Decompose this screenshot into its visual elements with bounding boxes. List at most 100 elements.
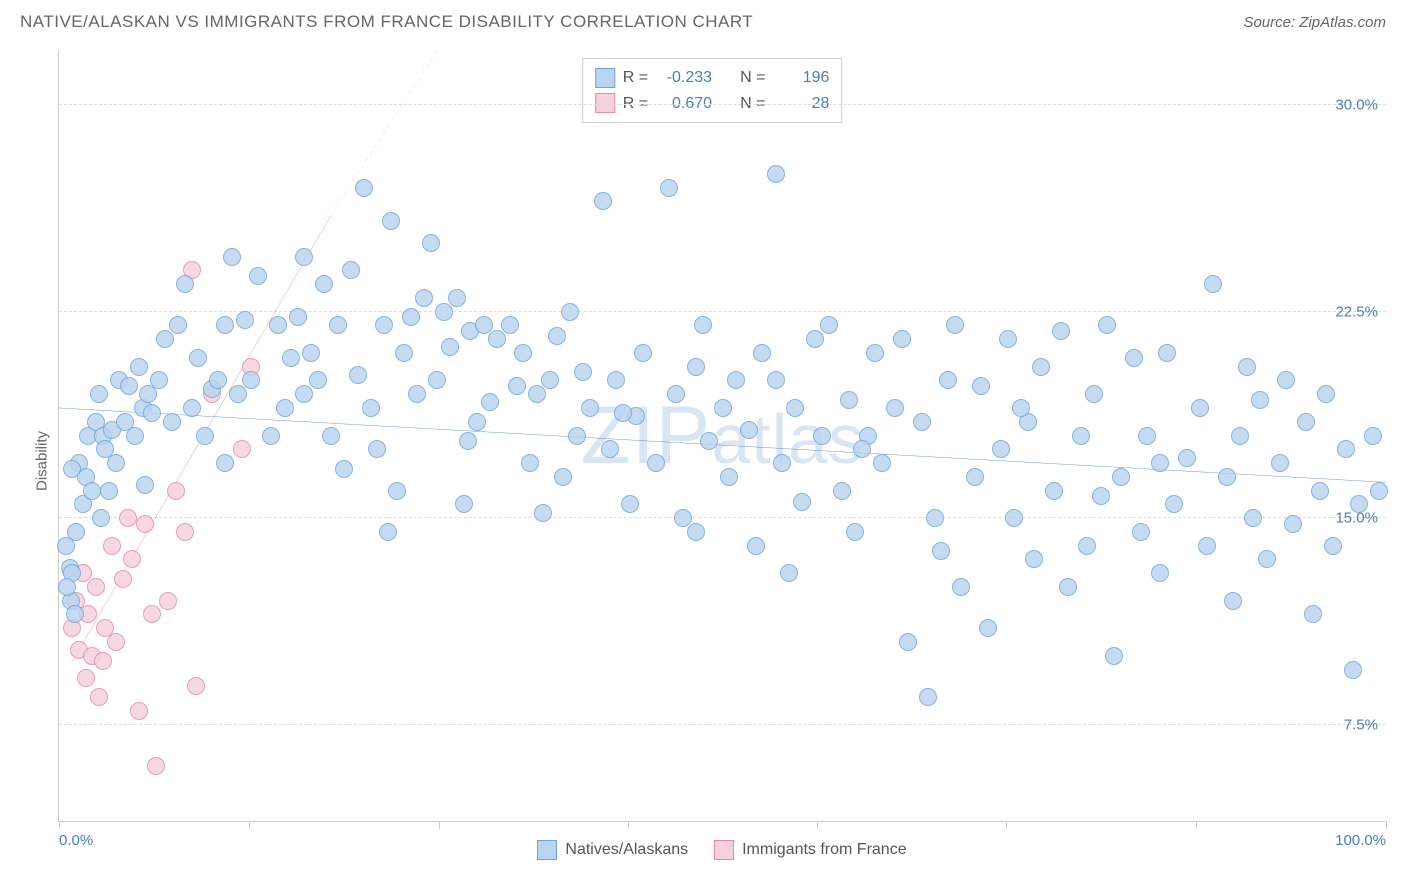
data-point-blue: [1059, 578, 1077, 596]
x-tick: [1386, 821, 1387, 829]
data-point-blue: [1198, 537, 1216, 555]
data-point-blue: [1112, 468, 1130, 486]
data-point-blue: [501, 316, 519, 334]
data-point-blue: [1204, 275, 1222, 293]
data-point-blue: [382, 212, 400, 230]
data-point-blue: [262, 427, 280, 445]
data-point-blue: [1005, 509, 1023, 527]
data-point-blue: [295, 385, 313, 403]
data-point-blue: [753, 344, 771, 362]
data-point-blue: [1244, 509, 1262, 527]
data-point-pink: [147, 757, 165, 775]
data-point-blue: [521, 454, 539, 472]
data-point-blue: [1324, 537, 1342, 555]
data-point-blue: [269, 316, 287, 334]
data-point-pink: [176, 523, 194, 541]
data-point-blue: [481, 393, 499, 411]
data-point-pink: [77, 669, 95, 687]
data-point-blue: [143, 404, 161, 422]
data-point-blue: [455, 495, 473, 513]
data-point-blue: [554, 468, 572, 486]
data-point-blue: [508, 377, 526, 395]
data-point-blue: [150, 371, 168, 389]
data-point-blue: [368, 440, 386, 458]
data-point-pink: [119, 509, 137, 527]
data-point-blue: [362, 399, 380, 417]
legend-swatch-blue: [537, 840, 557, 860]
data-point-blue: [176, 275, 194, 293]
data-point-blue: [92, 509, 110, 527]
r-label: R =: [623, 65, 648, 91]
data-point-blue: [820, 316, 838, 334]
data-point-blue: [402, 308, 420, 326]
data-point-blue: [216, 316, 234, 334]
data-point-blue: [66, 605, 84, 623]
legend-item-pink: Immigants from France: [714, 840, 906, 860]
data-point-blue: [1012, 399, 1030, 417]
data-point-blue: [242, 371, 260, 389]
data-point-blue: [1304, 605, 1322, 623]
data-point-blue: [893, 330, 911, 348]
data-point-blue: [972, 377, 990, 395]
data-point-pink: [123, 550, 141, 568]
data-point-pink: [90, 688, 108, 706]
y-axis-label: Disability: [34, 431, 51, 491]
data-point-blue: [388, 482, 406, 500]
data-point-blue: [926, 509, 944, 527]
data-point-blue: [1078, 537, 1096, 555]
data-point-blue: [833, 482, 851, 500]
data-point-blue: [946, 316, 964, 334]
data-point-blue: [979, 619, 997, 637]
data-point-blue: [468, 413, 486, 431]
data-point-blue: [422, 234, 440, 252]
data-point-blue: [767, 371, 785, 389]
data-point-blue: [289, 308, 307, 326]
data-point-blue: [1072, 427, 1090, 445]
data-point-blue: [1092, 487, 1110, 505]
legend-label-blue: Natives/Alaskans: [565, 841, 688, 859]
data-point-blue: [647, 454, 665, 472]
data-point-blue: [459, 432, 477, 450]
data-point-blue: [189, 349, 207, 367]
data-point-blue: [488, 330, 506, 348]
data-point-blue: [1105, 647, 1123, 665]
data-point-pink: [114, 570, 132, 588]
data-point-pink: [159, 592, 177, 610]
data-point-blue: [1277, 371, 1295, 389]
data-point-blue: [1337, 440, 1355, 458]
data-point-blue: [1238, 358, 1256, 376]
data-point-blue: [866, 344, 884, 362]
x-tick: [1196, 821, 1197, 829]
data-point-blue: [1231, 427, 1249, 445]
data-point-blue: [126, 427, 144, 445]
data-point-blue: [561, 303, 579, 321]
data-point-blue: [601, 440, 619, 458]
data-point-blue: [322, 427, 340, 445]
data-point-blue: [169, 316, 187, 334]
data-point-blue: [58, 578, 76, 596]
data-point-blue: [687, 358, 705, 376]
data-point-blue: [448, 289, 466, 307]
data-point-blue: [342, 261, 360, 279]
data-point-blue: [249, 267, 267, 285]
data-point-blue: [634, 344, 652, 362]
x-tick: [59, 821, 60, 829]
data-point-blue: [1125, 349, 1143, 367]
data-point-blue: [415, 289, 433, 307]
source-label: Source: ZipAtlas.com: [1243, 14, 1386, 31]
data-point-blue: [100, 482, 118, 500]
r-correlation-legend: R = -0.233 N = 196 R = 0.670 N = 28: [582, 58, 843, 123]
data-point-blue: [1165, 495, 1183, 513]
data-point-blue: [435, 303, 453, 321]
data-point-blue: [379, 523, 397, 541]
data-point-blue: [295, 248, 313, 266]
data-point-blue: [853, 440, 871, 458]
trendlines-svg: [59, 50, 1386, 821]
data-point-blue: [621, 495, 639, 513]
data-point-blue: [1052, 322, 1070, 340]
data-point-blue: [441, 338, 459, 356]
data-point-blue: [1258, 550, 1276, 568]
data-point-blue: [229, 385, 247, 403]
y-tick-label: 30.0%: [1335, 97, 1378, 114]
data-point-pink: [187, 677, 205, 695]
